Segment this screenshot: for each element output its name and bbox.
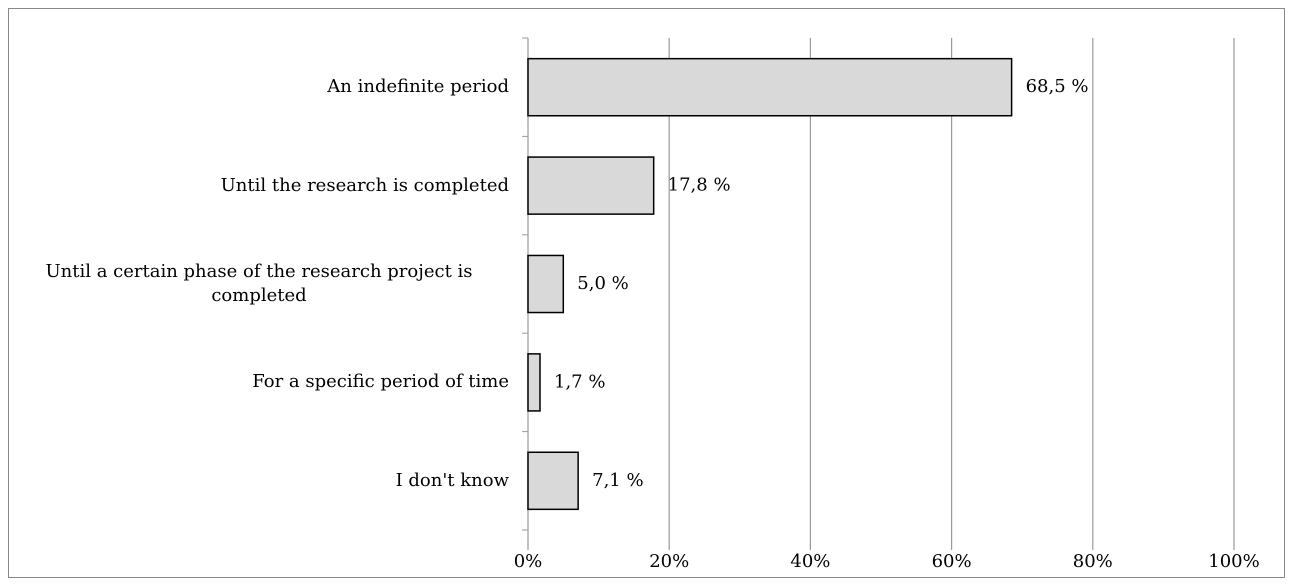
y-tick-label: For a specific period of time bbox=[252, 371, 509, 393]
y-tick-label: I don't know bbox=[395, 469, 509, 491]
category-label-box: An indefinite period bbox=[327, 75, 509, 99]
bar bbox=[527, 57, 1013, 117]
category-label-box: For a specific period of time bbox=[252, 370, 509, 394]
category-label-box: I don't know bbox=[396, 469, 509, 493]
x-tick-label: 100% bbox=[1208, 551, 1259, 572]
y-tick-label: Until a certain phase of the research pr… bbox=[45, 261, 473, 306]
data-label: 5,0 % bbox=[577, 273, 628, 294]
x-tick-label: 0% bbox=[514, 551, 543, 572]
bar bbox=[527, 353, 541, 412]
chart-frame bbox=[8, 8, 1285, 578]
y-tick-label: Until the research is completed bbox=[220, 174, 509, 196]
data-label: 1,7 % bbox=[554, 371, 605, 392]
x-tick-label: 60% bbox=[932, 551, 972, 572]
data-label: 7,1 % bbox=[592, 470, 643, 491]
data-label: 68,5 % bbox=[1026, 76, 1089, 97]
y-tick-label: An indefinite period bbox=[327, 76, 509, 98]
category-label-box: Until a certain phase of the research pr… bbox=[9, 260, 509, 308]
bar bbox=[527, 156, 655, 215]
category-label-box: Until the research is completed bbox=[221, 174, 509, 198]
bar bbox=[527, 451, 579, 511]
x-tick-label: 20% bbox=[649, 551, 689, 572]
x-tick-label: 80% bbox=[1073, 551, 1113, 572]
data-label: 17,8 % bbox=[668, 175, 731, 196]
bar bbox=[527, 254, 565, 314]
x-tick-label: 40% bbox=[790, 551, 830, 572]
